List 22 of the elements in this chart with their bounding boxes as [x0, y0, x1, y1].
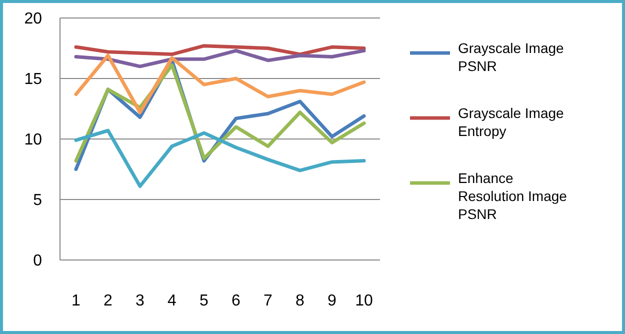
- y-tick-label: 20: [24, 10, 42, 28]
- line-series: [74, 48, 366, 68]
- x-tick-label: 6: [232, 292, 241, 310]
- line-series: [74, 128, 366, 188]
- x-tick-label: 8: [296, 292, 305, 310]
- x-tick-label: 10: [355, 292, 373, 310]
- y-tick-label: 10: [24, 132, 42, 149]
- x-tick-label: 5: [200, 292, 209, 310]
- y-tick-label: 5: [33, 192, 42, 210]
- legend-label: Grayscale Image Entropy: [458, 104, 564, 139]
- legend-label: Enhance Resolution Image PSNR: [458, 170, 568, 222]
- x-tick-label: 1: [72, 292, 81, 310]
- legend-label: Grayscale Image PSNR: [458, 40, 564, 74]
- x-tick-label: 3: [136, 292, 145, 310]
- line-series: [74, 54, 366, 114]
- x-tick-label: 9: [328, 292, 337, 310]
- y-tick-label: 15: [24, 71, 42, 88]
- x-tick-label: 4: [168, 292, 177, 310]
- line-series: [74, 44, 366, 56]
- y-tick-label: 0: [33, 252, 42, 270]
- x-tick-label: 7: [264, 292, 273, 310]
- x-tick-label: 2: [104, 292, 113, 310]
